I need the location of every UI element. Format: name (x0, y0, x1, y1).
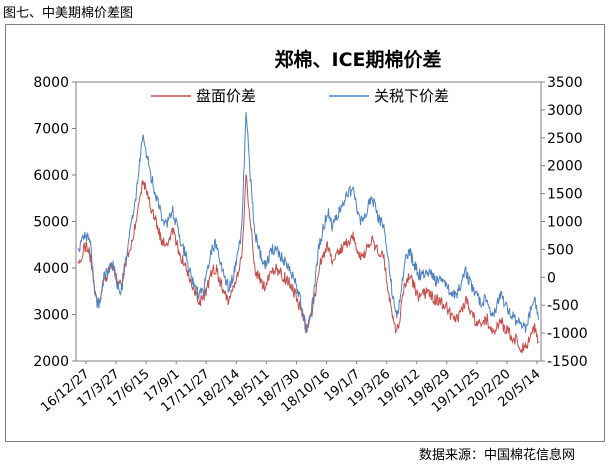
legend-label-right: 关税下价差 (374, 87, 449, 105)
figure-caption: 图七、中美期棉价差图 (3, 6, 134, 21)
source-note: 数据来源：中国棉花信息网 (418, 448, 575, 463)
series-line-guanshui (77, 112, 539, 334)
y-right-tick-label: -1000 (547, 326, 588, 342)
y-right-tick-label: 2500 (547, 131, 583, 147)
y-right-tick-label: -500 (547, 298, 579, 314)
y-right-tick-label: 3000 (547, 103, 583, 119)
y-right-tick-label: 500 (547, 242, 574, 258)
y-left-tick-label: 5000 (33, 215, 69, 231)
series-line-panmian (77, 174, 540, 354)
y-left-tick-label: 7000 (33, 122, 69, 138)
y-right-tick-label: 3500 (547, 75, 583, 91)
y-left-tick-label: 8000 (33, 75, 69, 91)
legend-label-left: 盘面价差 (196, 87, 256, 105)
y-right-tick-label: 0 (547, 270, 556, 286)
series-left-group (77, 174, 540, 354)
y-left-tick-label: 4000 (33, 261, 69, 277)
y-right-tick-label: -1500 (547, 354, 588, 370)
y-right-tick-label: 1000 (547, 215, 583, 231)
axes: 8000700060005000400030002000350030002500… (33, 75, 587, 370)
y-left-tick-label: 6000 (33, 168, 69, 184)
chart-title: 郑棉、ICE期棉价差 (275, 48, 442, 71)
y-left-tick-label: 3000 (33, 308, 69, 324)
y-right-tick-label: 2000 (547, 159, 583, 175)
y-left-tick-label: 2000 (33, 354, 69, 370)
series-right-group (77, 112, 539, 334)
chart-frame: 郑棉、ICE期棉价差 盘面价差 关税下价差 8000 7000 6000 5000 40… (5, 24, 605, 442)
y-right-tick-label: 1500 (547, 187, 583, 203)
chart-svg: 郑棉、ICE期棉价差 盘面价差 关税下价差 800070006000500040… (33, 48, 587, 416)
x-tick-labels: 16/12/2717/3/2717/6/1517/9/117/11/2718/2… (38, 367, 543, 416)
legend: 盘面价差 关税下价差 (151, 87, 449, 105)
